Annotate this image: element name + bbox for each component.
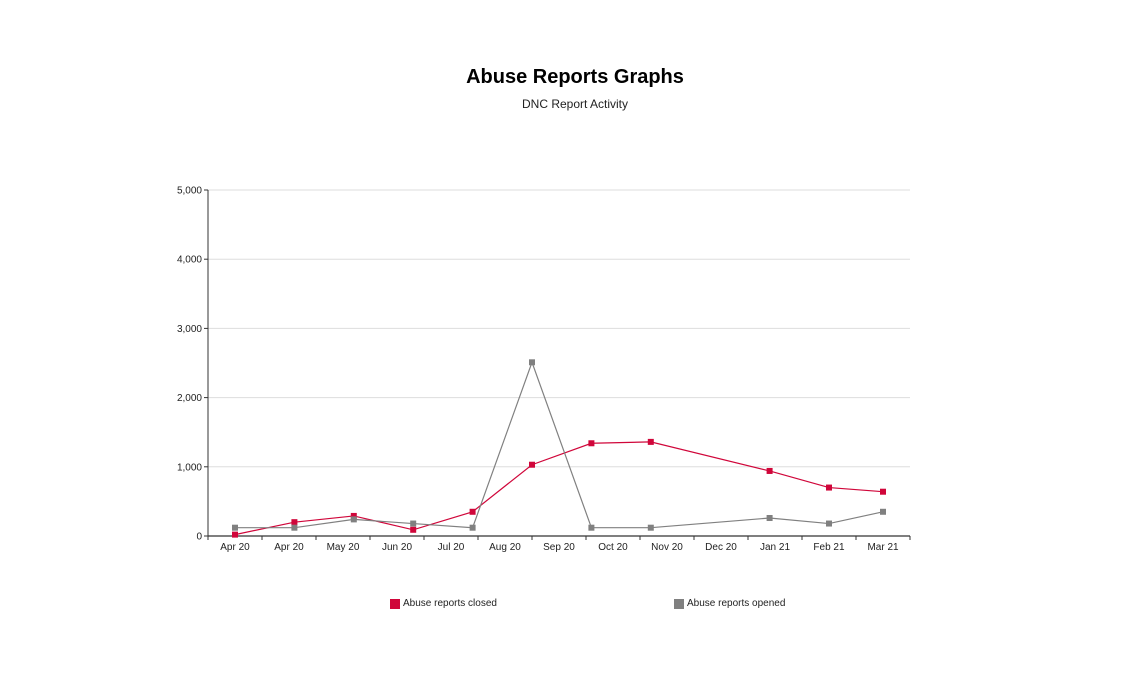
legend-label-closed: Abuse reports closed bbox=[403, 598, 497, 609]
data-point bbox=[529, 359, 535, 366]
x-tick-label: Mar 21 bbox=[867, 542, 899, 553]
y-tick-label: 0 bbox=[196, 532, 202, 543]
data-point bbox=[647, 438, 654, 445]
chart-title: Abuse Reports Graphs bbox=[466, 66, 684, 88]
x-axis: Apr 20 Apr 20 May 20 Jun 20 Jul 20 Aug 20 Sep … bbox=[207, 535, 911, 553]
data-point bbox=[880, 488, 886, 495]
x-tick-label: Jun 20 bbox=[382, 542, 412, 553]
legend-item-closed[interactable]: Abuse reports closed bbox=[390, 598, 497, 609]
data-point bbox=[588, 440, 595, 447]
legend-swatch-opened bbox=[674, 598, 684, 609]
series-group bbox=[232, 359, 886, 538]
data-point bbox=[529, 461, 535, 468]
series-line-0 bbox=[234, 441, 884, 536]
x-tick-label: Jan 21 bbox=[760, 542, 790, 553]
data-point bbox=[826, 520, 832, 527]
data-point bbox=[350, 512, 357, 519]
y-tick-label: 4,000 bbox=[177, 255, 202, 266]
data-point bbox=[291, 519, 298, 526]
x-tick-label: Nov 20 bbox=[651, 542, 683, 553]
x-tick-label: Jul 20 bbox=[438, 542, 465, 553]
data-point bbox=[766, 515, 773, 522]
x-tick-label: May 20 bbox=[327, 542, 360, 553]
x-tick-label: Apr 20 bbox=[274, 542, 304, 553]
series-line-1 bbox=[235, 360, 884, 529]
y-tick-label: 2,000 bbox=[177, 393, 202, 404]
legend-label-opened: Abuse reports opened bbox=[687, 598, 786, 609]
data-point bbox=[232, 524, 238, 531]
data-point bbox=[588, 524, 595, 531]
data-point bbox=[291, 524, 298, 531]
grid-lines bbox=[208, 189, 910, 468]
y-tick-label: 3,000 bbox=[177, 324, 202, 335]
y-tick-label: 1,000 bbox=[177, 462, 202, 473]
y-tick-label: 5,000 bbox=[177, 186, 202, 197]
data-point bbox=[826, 484, 832, 491]
legend: Abuse reports closed Abuse reports opene… bbox=[0, 598, 1123, 612]
legend-swatch-closed bbox=[390, 598, 400, 609]
data-point bbox=[469, 524, 476, 531]
data-point bbox=[232, 531, 238, 538]
legend-item-opened[interactable]: Abuse reports opened bbox=[674, 598, 785, 609]
data-point bbox=[469, 508, 476, 515]
x-tick-label: Oct 20 bbox=[598, 542, 628, 553]
data-point bbox=[880, 508, 886, 515]
x-tick-label: Feb 21 bbox=[813, 542, 845, 553]
data-point bbox=[350, 516, 357, 523]
x-tick-label: Aug 20 bbox=[489, 542, 521, 553]
x-tick-label: Dec 20 bbox=[705, 542, 737, 553]
x-tick-label: Sep 20 bbox=[543, 542, 575, 553]
y-axis: 0 1,000 2,000 3,000 4,000 5,000 bbox=[177, 186, 209, 543]
data-point bbox=[766, 467, 773, 474]
data-point bbox=[410, 526, 417, 533]
data-point bbox=[410, 520, 417, 527]
x-tick-label: Apr 20 bbox=[220, 542, 250, 553]
data-point bbox=[647, 524, 654, 531]
chart-subtitle: DNC Report Activity bbox=[521, 97, 629, 111]
